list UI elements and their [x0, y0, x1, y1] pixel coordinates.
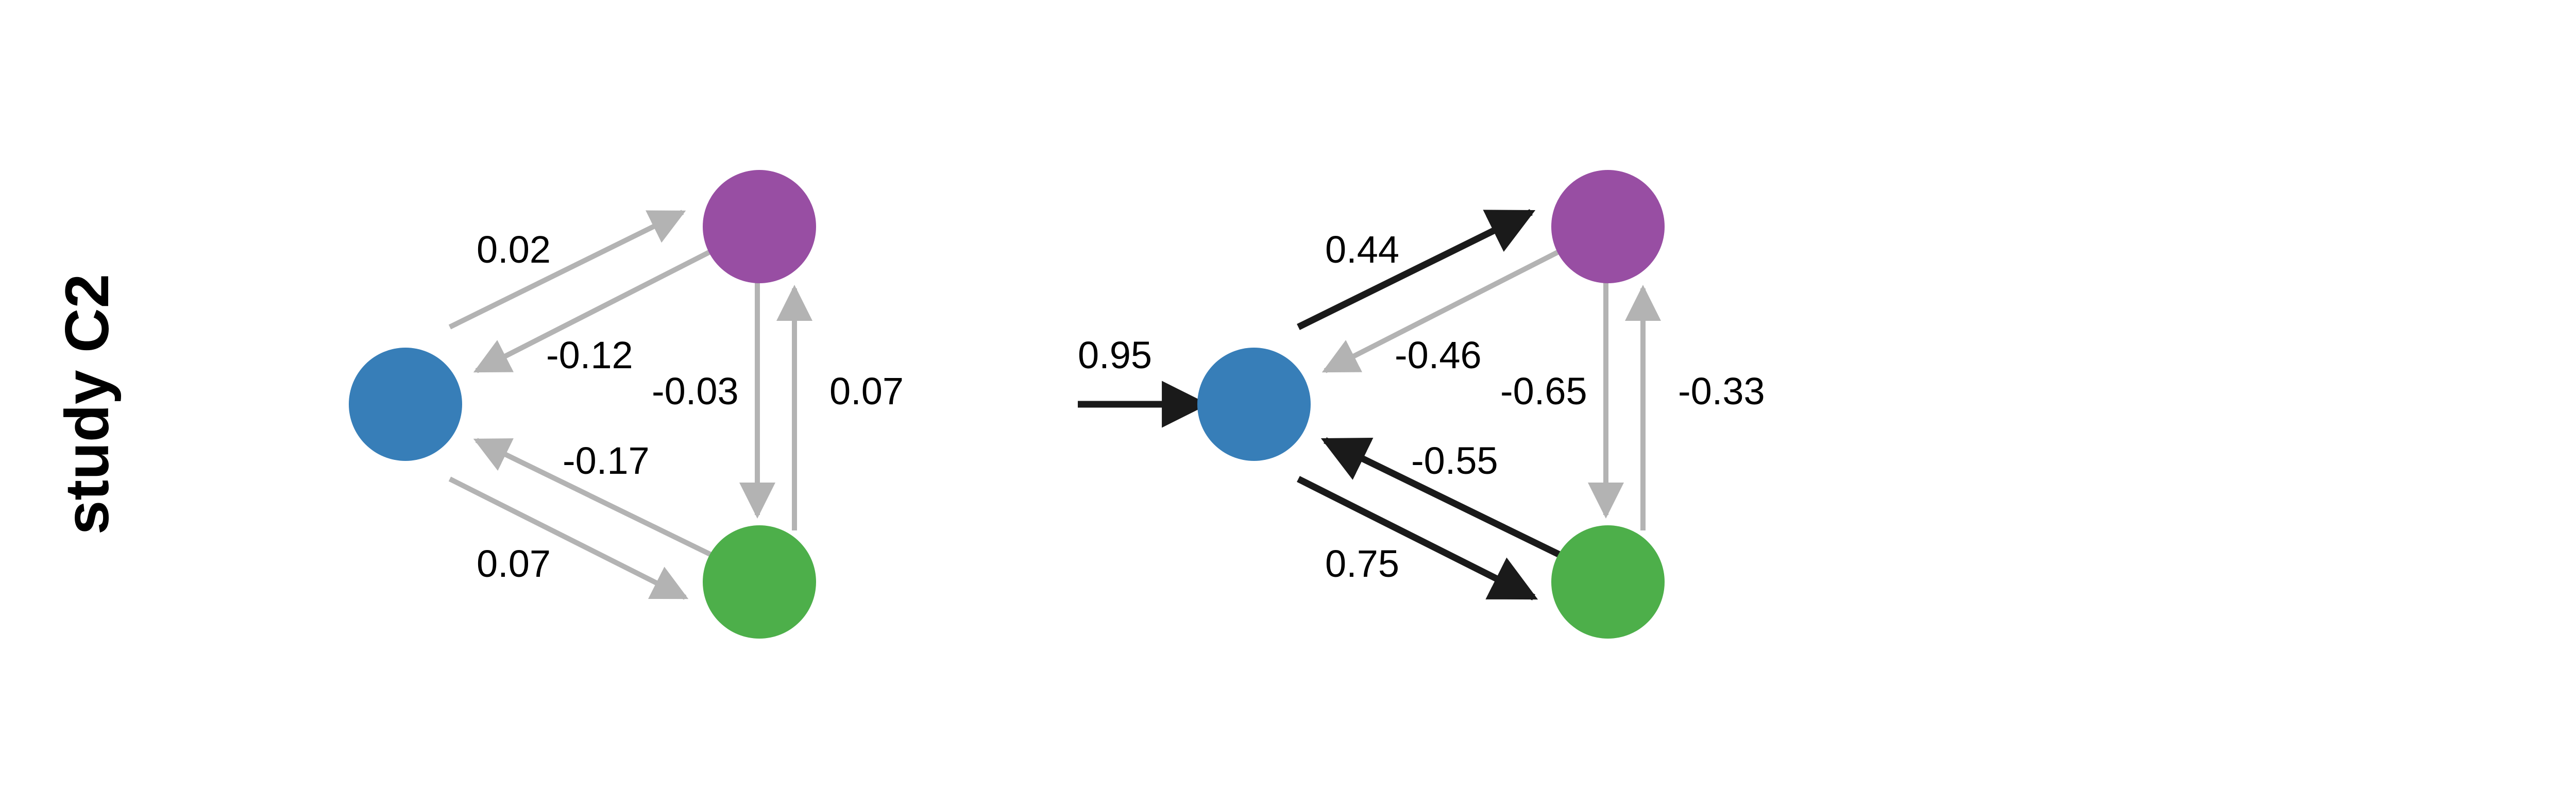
label-a-to-b: 0.44	[1325, 228, 1399, 271]
label-a-to-b: 0.02	[477, 228, 551, 271]
label-a-to-c: 0.07	[477, 542, 551, 585]
node-b	[703, 170, 816, 283]
node-c	[703, 525, 816, 639]
edge-b-to-a	[1321, 249, 1561, 373]
edge-b-to-a	[473, 249, 713, 373]
node-a	[1197, 348, 1311, 461]
node-b	[1551, 170, 1665, 283]
label-c-to-b: -0.33	[1678, 370, 1765, 413]
label-c-to-a: -0.17	[563, 439, 650, 482]
label-input: 0.95	[1078, 334, 1152, 376]
label-b-to-c: -0.03	[652, 370, 739, 413]
network-2: 0.95 0.44 -0.46 -0.65 -0.33 -0.55 0.75	[1078, 170, 1765, 639]
row-label: study C2	[53, 274, 122, 535]
label-c-to-a: -0.55	[1411, 439, 1498, 482]
edge-a-to-c	[448, 476, 689, 600]
edge-c-to-a	[1320, 437, 1562, 558]
edge-c-to-a	[473, 438, 714, 558]
network-1: 0.02 -0.12 -0.03 0.07 -0.17 0.07	[349, 170, 904, 639]
node-c	[1551, 525, 1665, 639]
edge-a-to-b	[448, 210, 686, 330]
label-b-to-a: -0.46	[1395, 334, 1482, 376]
edge-a-to-b	[1297, 209, 1536, 330]
node-a	[349, 348, 462, 461]
label-b-to-a: -0.12	[546, 334, 633, 376]
label-c-to-b: 0.07	[829, 370, 904, 413]
label-a-to-c: 0.75	[1325, 542, 1399, 585]
label-b-to-c: -0.65	[1500, 370, 1587, 413]
edge-a-to-c	[1297, 476, 1538, 600]
